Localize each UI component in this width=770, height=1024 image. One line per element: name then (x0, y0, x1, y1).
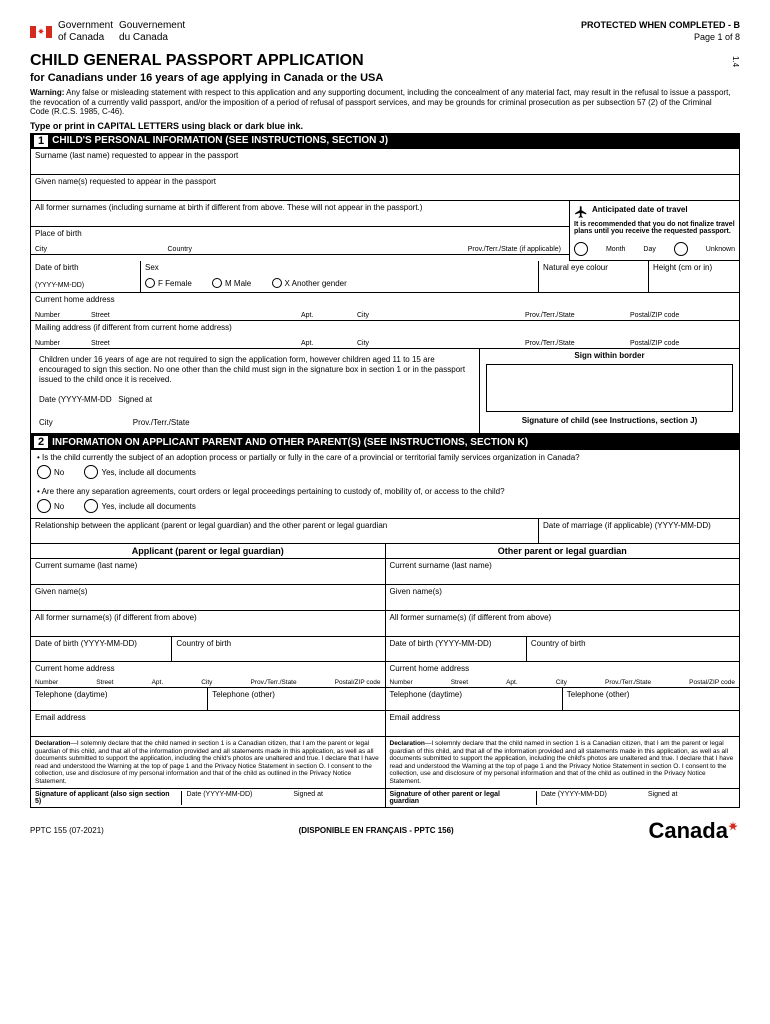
side-marker: 1.4 (731, 52, 740, 133)
travel-unknown-radio[interactable] (674, 242, 688, 256)
parents-columns: Applicant (parent or legal guardian) Cur… (31, 544, 739, 807)
app-tel-day-field[interactable]: Telephone (daytime) (31, 688, 208, 710)
adoption-question: • Is the child currently the subject of … (31, 450, 739, 484)
section-2-header: 2 INFORMATION ON APPLICANT PARENT AND OT… (30, 434, 740, 450)
other-cob-field[interactable]: Country of birth (527, 637, 739, 661)
other-email-field[interactable]: Email address (386, 711, 740, 737)
passport-form-page: Government of Canada Gouvernement du Can… (0, 0, 770, 864)
other-home-field[interactable]: Current home address (386, 662, 740, 678)
sex-field: Sex F Female M Male X Another gender (141, 261, 539, 292)
other-signature-line[interactable]: Signature of other parent or legal guard… (386, 789, 740, 807)
dob-field[interactable]: Date of birth (YYYY-MM-DD) (31, 261, 141, 292)
section-1-wrapper: 1 CHILD'S PERSONAL INFORMATION (SEE INST… (30, 133, 740, 434)
page-header: Government of Canada Gouvernement du Can… (30, 20, 740, 44)
canada-flag-icon (726, 820, 740, 834)
other-tel-day-field[interactable]: Telephone (daytime) (386, 688, 563, 710)
gov-en-2: of Canada (58, 32, 104, 43)
sign-within-border-label: Sign within border (480, 349, 739, 362)
surname-field[interactable]: Surname (last name) requested to appear … (31, 149, 739, 175)
height-field[interactable]: Height (cm or in) (649, 261, 739, 292)
child-signature-box[interactable] (486, 364, 733, 412)
app-former-field[interactable]: All former surname(s) (if different from… (31, 611, 385, 637)
title-row: CHILD GENERAL PASSPORT APPLICATION for C… (30, 52, 740, 133)
airplane-icon (574, 205, 588, 219)
other-tel-other-field[interactable]: Telephone (other) (563, 688, 739, 710)
gov-fr-2: du Canada (119, 32, 168, 43)
app-cob-field[interactable]: Country of birth (172, 637, 384, 661)
other-given-field[interactable]: Given name(s) (386, 585, 740, 611)
other-dob-field[interactable]: Date of birth (YYYY-MM-DD) (386, 637, 527, 661)
other-surname-field[interactable]: Current surname (last name) (386, 559, 740, 585)
page-number: Page 1 of 8 (581, 32, 740, 42)
relationship-field[interactable]: Relationship between the applicant (pare… (31, 519, 539, 543)
government-logo: Government of Canada Gouvernement du Can… (30, 20, 185, 44)
custody-question: • Are there any separation agreements, c… (31, 484, 739, 519)
child-signature-label: Signature of child (see Instructions, se… (480, 414, 739, 427)
q2-yes-radio[interactable]: Yes, include all documents (84, 499, 195, 513)
given-name-field[interactable]: Given name(s) requested to appear in the… (31, 175, 739, 201)
mailing-address-field[interactable]: Mailing address (if different from curre… (31, 321, 739, 339)
french-version-note: (DISPONIBLE EN FRANÇAIS - PPTC 156) (299, 826, 454, 835)
section-1-header: 1 CHILD'S PERSONAL INFORMATION (SEE INST… (30, 133, 740, 149)
app-home-field[interactable]: Current home address (31, 662, 385, 678)
gov-en-1: Government (58, 20, 113, 31)
canada-flag-icon (30, 26, 52, 38)
page-footer: PPTC 155 (07-2021) (DISPONIBLE EN FRANÇA… (30, 818, 740, 844)
app-email-field[interactable]: Email address (31, 711, 385, 737)
place-of-birth-field[interactable]: Place of birth (31, 227, 569, 245)
q1-yes-radio[interactable]: Yes, include all documents (84, 465, 195, 479)
travel-date-header: Anticipated date of travel (574, 205, 735, 219)
applicant-column: Applicant (parent or legal guardian) Cur… (31, 544, 386, 807)
other-parent-column: Other parent or legal guardian Current s… (386, 544, 740, 807)
travel-date-radio[interactable] (574, 242, 588, 256)
canada-wordmark: Canada (649, 818, 740, 844)
app-surname-field[interactable]: Current surname (last name) (31, 559, 385, 585)
marriage-date-field[interactable]: Date of marriage (if applicable) (YYYY-M… (539, 519, 739, 543)
q1-no-radio[interactable]: No (37, 465, 64, 479)
former-surnames-field[interactable]: All former surnames (including surname a… (31, 201, 569, 227)
other-former-field[interactable]: All former surname(s) (if different from… (386, 611, 740, 637)
applicant-declaration: Declaration—I solemnly declare that the … (31, 737, 385, 789)
app-dob-field[interactable]: Date of birth (YYYY-MM-DD) (31, 637, 172, 661)
other-declaration: Declaration—I solemnly declare that the … (386, 737, 740, 789)
app-given-field[interactable]: Given name(s) (31, 585, 385, 611)
travel-date-inputs[interactable]: Month Day Unknown (574, 242, 735, 256)
warning-text: Warning: Any false or misleading stateme… (30, 88, 731, 117)
sex-male-radio[interactable]: M Male (212, 278, 251, 288)
child-sign-note: Children under 16 years of age are not r… (31, 349, 479, 433)
q2-no-radio[interactable]: No (37, 499, 64, 513)
travel-note: It is recommended that you do not finali… (574, 221, 735, 236)
ink-instruction: Type or print in CAPITAL LETTERS using b… (30, 121, 731, 131)
protected-label: PROTECTED WHEN COMPLETED - B (581, 20, 740, 30)
eye-colour-field[interactable]: Natural eye colour (539, 261, 649, 292)
form-title: CHILD GENERAL PASSPORT APPLICATION (30, 52, 731, 70)
applicant-signature-line[interactable]: Signature of applicant (also sign sectio… (31, 789, 385, 807)
form-subtitle: for Canadians under 16 years of age appl… (30, 72, 731, 84)
sex-female-radio[interactable]: F Female (145, 278, 192, 288)
home-address-field[interactable]: Current home address (31, 293, 739, 311)
form-number: PPTC 155 (07-2021) (30, 826, 104, 835)
app-tel-other-field[interactable]: Telephone (other) (208, 688, 384, 710)
sex-other-radio[interactable]: X Another gender (272, 278, 347, 288)
gov-fr-1: Gouvernement (119, 20, 185, 31)
